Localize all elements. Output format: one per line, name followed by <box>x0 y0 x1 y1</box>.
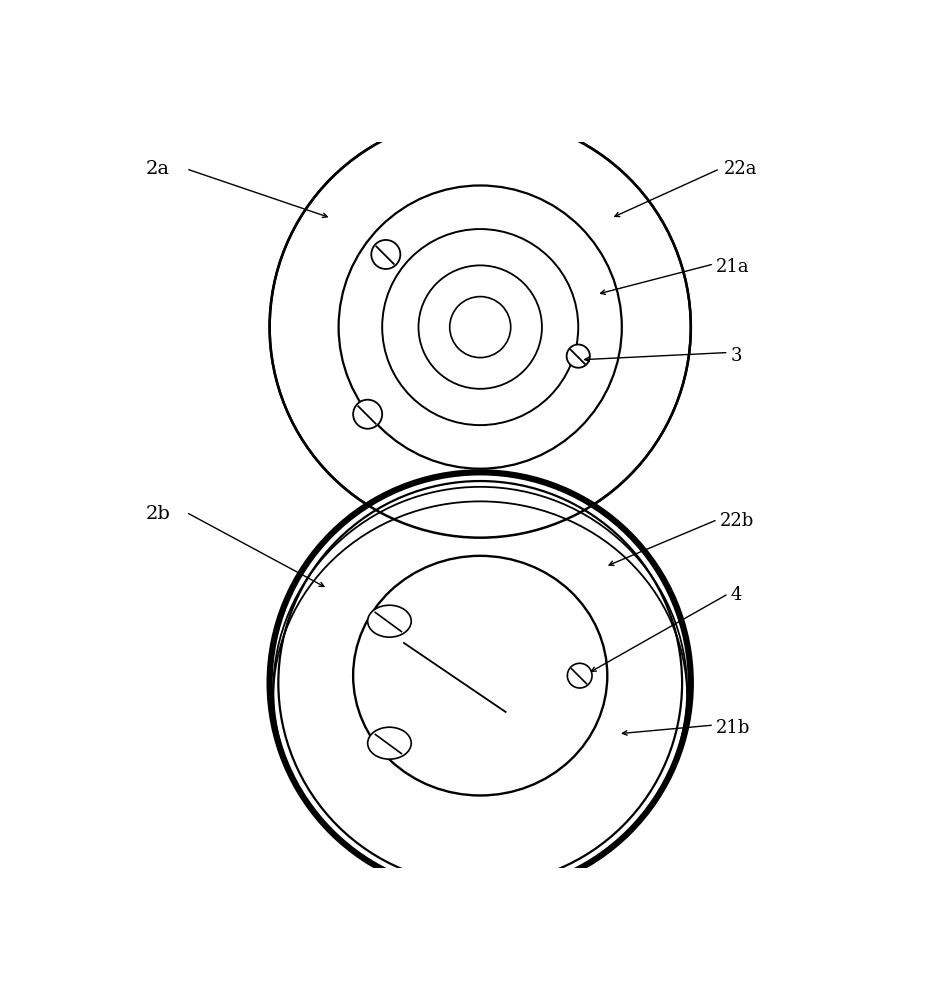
Ellipse shape <box>353 400 382 429</box>
Ellipse shape <box>382 229 578 425</box>
Text: 2b: 2b <box>146 505 171 523</box>
Ellipse shape <box>270 116 690 538</box>
Ellipse shape <box>566 663 592 688</box>
Text: 4: 4 <box>730 586 741 604</box>
Ellipse shape <box>367 605 411 637</box>
Text: 22a: 22a <box>723 160 756 178</box>
Ellipse shape <box>338 185 622 469</box>
Ellipse shape <box>353 556 607 795</box>
Text: 2a: 2a <box>146 160 170 178</box>
Ellipse shape <box>367 727 411 759</box>
Text: 3: 3 <box>730 347 741 365</box>
Ellipse shape <box>449 297 510 358</box>
Text: 22b: 22b <box>719 512 753 530</box>
Text: 21b: 21b <box>715 719 750 737</box>
Ellipse shape <box>566 345 590 368</box>
Ellipse shape <box>418 265 541 389</box>
Ellipse shape <box>270 472 690 894</box>
Text: 21a: 21a <box>715 258 749 276</box>
Ellipse shape <box>371 240 400 269</box>
